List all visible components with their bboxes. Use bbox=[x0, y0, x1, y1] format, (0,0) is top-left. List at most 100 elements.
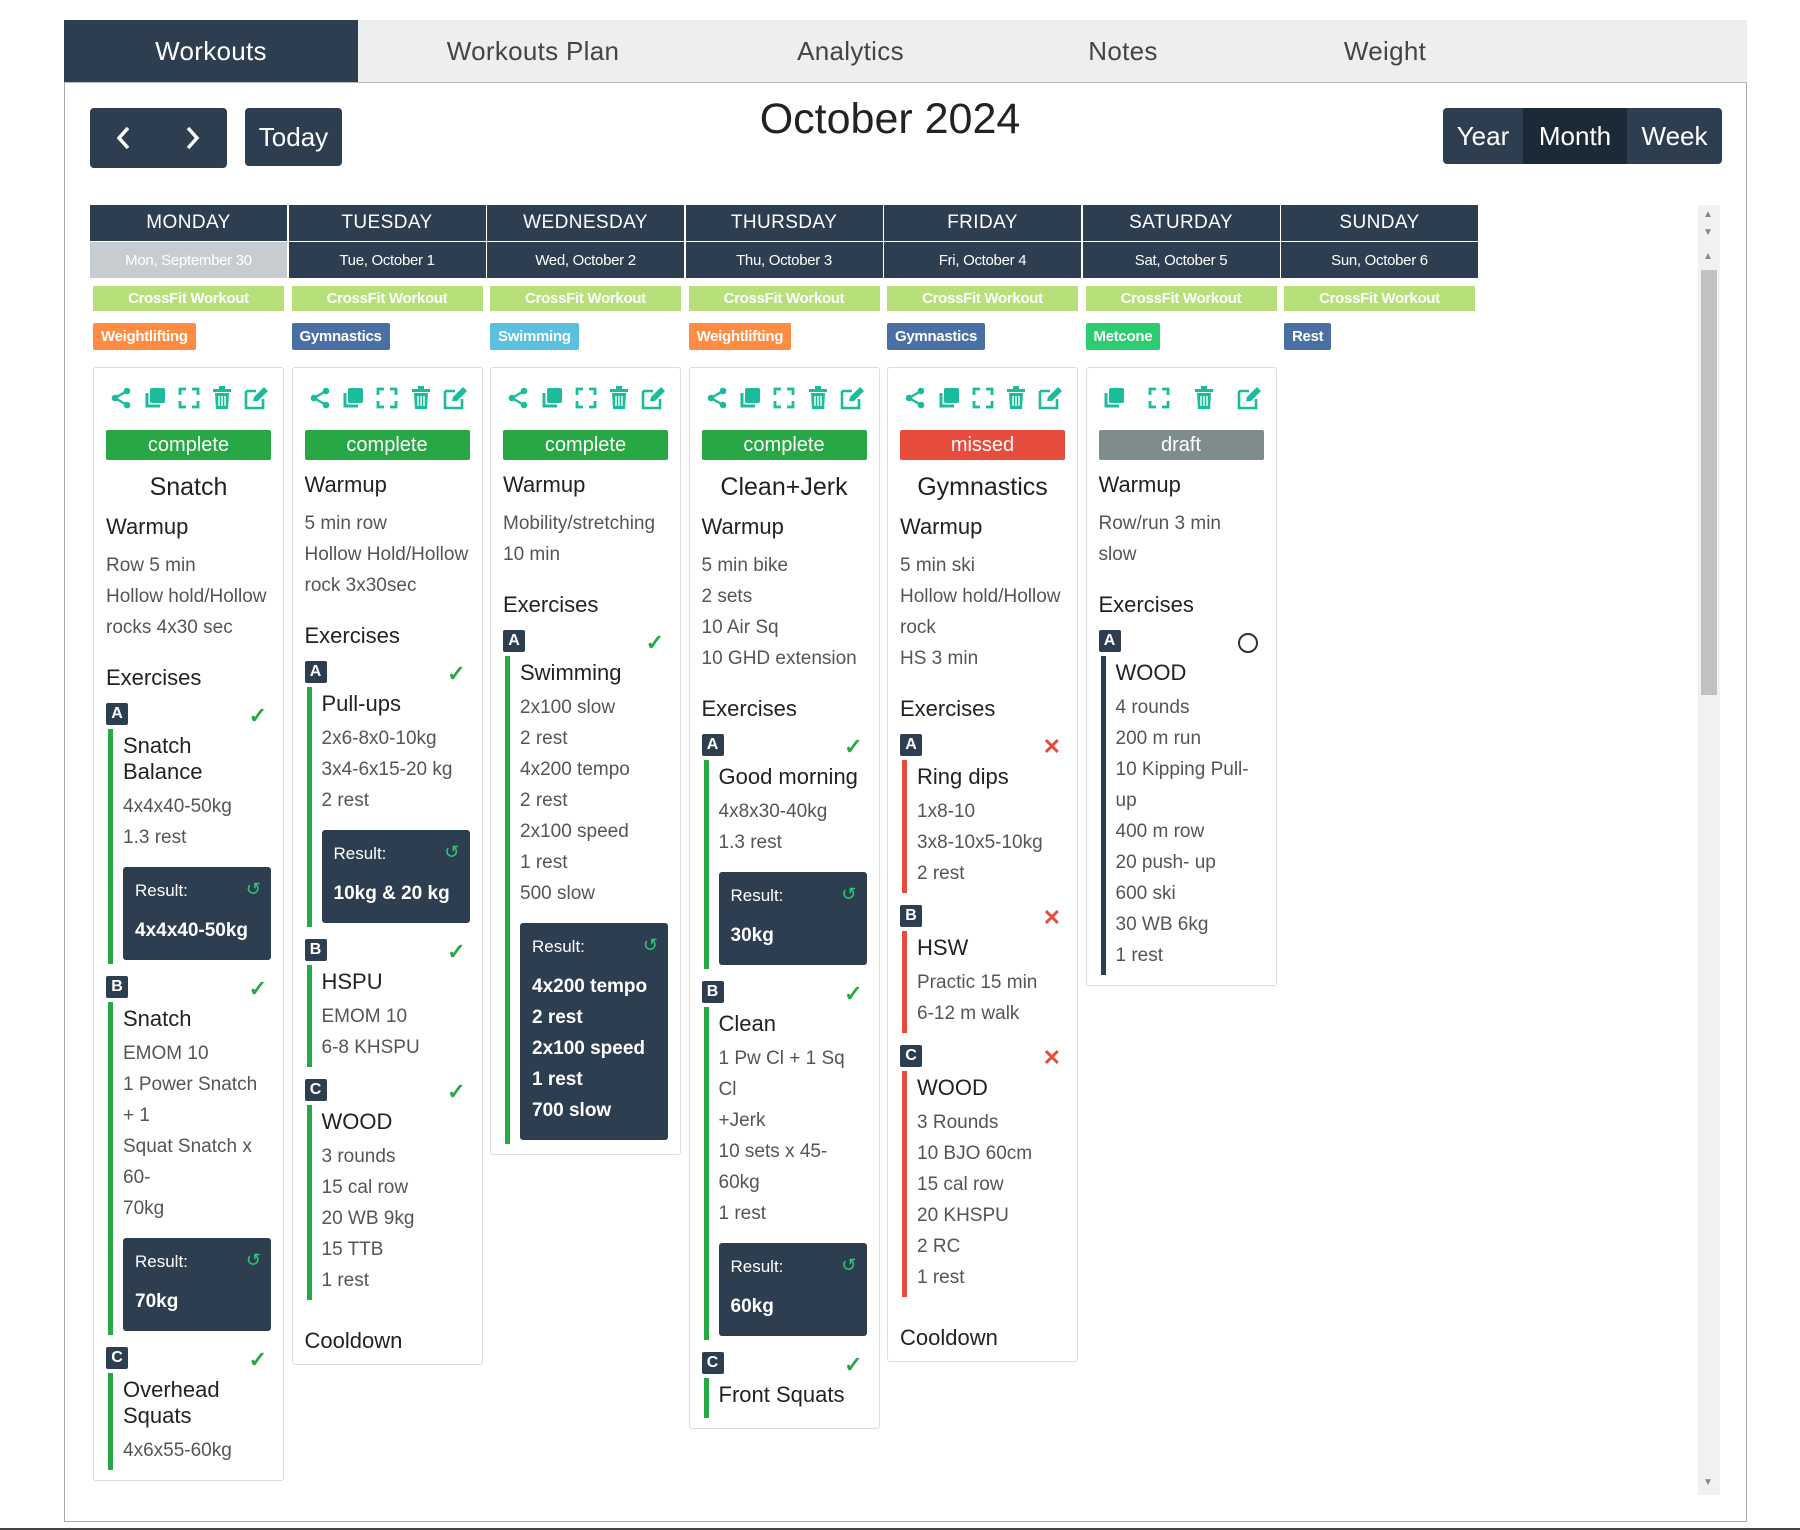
exercise-name: WOOD bbox=[1115, 660, 1187, 685]
result-box[interactable]: Result: ↺ 4x4x40-50kg bbox=[123, 867, 271, 960]
day-date[interactable]: Tue, October 1 bbox=[288, 242, 486, 278]
history-icon[interactable]: ↺ bbox=[245, 879, 261, 899]
edit-icon[interactable] bbox=[243, 385, 269, 411]
tab-workouts[interactable]: Workouts bbox=[64, 20, 358, 82]
workout-card: complete Warmup 5 min row Hollow Hold/Hollo… bbox=[291, 367, 483, 1365]
exercise-line: 4x6x55-60kg bbox=[123, 1440, 232, 1461]
share-icon[interactable] bbox=[108, 385, 134, 411]
status-badge: missed bbox=[900, 430, 1065, 460]
copy-icon[interactable] bbox=[539, 385, 565, 411]
copy-icon[interactable] bbox=[1101, 385, 1127, 411]
scroll-bottom-icon[interactable]: ▼ bbox=[1703, 1477, 1713, 1488]
workout-tag[interactable]: Weightlifting bbox=[93, 323, 196, 350]
expand-icon[interactable] bbox=[970, 385, 996, 411]
status-badge: draft bbox=[1098, 430, 1264, 460]
copy-icon[interactable] bbox=[142, 385, 168, 411]
edit-icon[interactable] bbox=[1236, 385, 1262, 411]
check-icon: ✓ bbox=[248, 1347, 267, 1372]
tab-analytics[interactable]: Analytics bbox=[797, 35, 904, 66]
workout-tag[interactable]: Weightlifting bbox=[688, 323, 792, 350]
trash-icon[interactable] bbox=[606, 385, 632, 411]
day-date[interactable]: Sun, October 6 bbox=[1281, 242, 1478, 278]
workout-tag[interactable]: Gymnastics bbox=[887, 323, 986, 350]
result-box[interactable]: Result: ↺ 4x200 tempo 2 rest 2x100 speed 1 re… bbox=[520, 923, 668, 1140]
view-week-button[interactable]: Week bbox=[1627, 108, 1722, 164]
day-date[interactable]: Mon, September 30 bbox=[90, 242, 287, 278]
crossfit-workout-label[interactable]: CrossFit Workout bbox=[1284, 286, 1475, 311]
exercise-line: 3 rounds bbox=[321, 1146, 396, 1167]
crossfit-workout-label[interactable]: CrossFit Workout bbox=[688, 286, 880, 311]
share-icon[interactable] bbox=[307, 385, 333, 411]
trash-icon[interactable] bbox=[209, 385, 235, 411]
prev-button[interactable] bbox=[90, 108, 157, 168]
today-button[interactable]: Today bbox=[245, 108, 342, 166]
copy-icon[interactable] bbox=[737, 385, 763, 411]
day-date[interactable]: Wed, October 2 bbox=[487, 242, 684, 278]
exercise-letter: A bbox=[106, 703, 128, 725]
tab-weight[interactable]: Weight bbox=[1343, 35, 1427, 66]
edit-icon[interactable] bbox=[442, 385, 468, 411]
scroll-up-icon[interactable]: ▲ bbox=[1703, 209, 1713, 220]
share-icon[interactable] bbox=[902, 385, 928, 411]
trash-icon[interactable] bbox=[1191, 385, 1217, 411]
expand-icon[interactable] bbox=[1146, 385, 1172, 411]
expand-icon[interactable] bbox=[771, 385, 797, 411]
trash-icon[interactable] bbox=[1003, 385, 1029, 411]
scroll-down-icon[interactable]: ▼ bbox=[1703, 227, 1713, 238]
day-name: TUESDAY bbox=[288, 205, 486, 241]
workout-tag[interactable]: Metcone bbox=[1085, 323, 1161, 350]
share-icon[interactable] bbox=[505, 385, 531, 411]
result-box[interactable]: Result: ↺ 60kg bbox=[718, 1243, 867, 1336]
result-line: 10kg & 20 kg bbox=[333, 883, 450, 904]
history-icon[interactable]: ↺ bbox=[841, 1255, 857, 1275]
day-name: MONDAY bbox=[90, 205, 287, 241]
crossfit-workout-label[interactable]: CrossFit Workout bbox=[887, 286, 1078, 311]
share-icon[interactable] bbox=[704, 385, 730, 411]
view-month-button[interactable]: Month bbox=[1523, 108, 1627, 164]
scroll-thumb[interactable] bbox=[1701, 270, 1717, 695]
crossfit-workout-label[interactable]: CrossFit Workout bbox=[93, 286, 284, 311]
tab-notes[interactable]: Notes bbox=[1088, 35, 1158, 66]
history-icon[interactable]: ↺ bbox=[245, 1250, 261, 1270]
crossfit-workout-label[interactable]: CrossFit Workout bbox=[1085, 286, 1277, 311]
tab-workouts-plan[interactable]: Workouts Plan bbox=[446, 35, 620, 66]
view-year-button[interactable]: Year bbox=[1443, 108, 1523, 164]
exercise-header: A ✓ bbox=[701, 734, 867, 760]
missed-icon: ✕ bbox=[1042, 905, 1061, 930]
trash-icon[interactable] bbox=[408, 385, 434, 411]
history-icon[interactable]: ↺ bbox=[444, 842, 460, 862]
copy-icon[interactable] bbox=[340, 385, 366, 411]
warmup-line: 10 min bbox=[503, 544, 561, 565]
pending-icon[interactable] bbox=[1237, 633, 1258, 653]
history-icon[interactable]: ↺ bbox=[642, 935, 658, 955]
check-icon: ✓ bbox=[248, 703, 267, 728]
expand-icon[interactable] bbox=[176, 385, 202, 411]
copy-icon[interactable] bbox=[936, 385, 962, 411]
workout-tag[interactable]: Rest bbox=[1284, 323, 1332, 350]
edit-icon[interactable] bbox=[839, 385, 865, 411]
edit-icon[interactable] bbox=[640, 385, 666, 411]
exercise-line: 70kg bbox=[123, 1198, 165, 1219]
expand-icon[interactable] bbox=[374, 385, 400, 411]
result-box[interactable]: Result: ↺ 70kg bbox=[123, 1238, 271, 1331]
result-box[interactable]: Result: ↺ 10kg & 20 kg bbox=[321, 830, 470, 923]
calendar-scrollbar[interactable]: ▲ ▼ ▲ ▼ bbox=[1698, 205, 1720, 1495]
crossfit-workout-label[interactable]: CrossFit Workout bbox=[490, 286, 681, 311]
expand-icon[interactable] bbox=[573, 385, 599, 411]
warmup-line: 5 min ski bbox=[900, 555, 975, 576]
next-button[interactable] bbox=[157, 108, 227, 168]
exercise-body: HSPU EMOM 10 6-8 KHSPU bbox=[306, 965, 470, 1067]
history-icon[interactable]: ↺ bbox=[841, 884, 857, 904]
day-date[interactable]: Sat, October 5 bbox=[1082, 242, 1280, 278]
edit-icon[interactable] bbox=[1037, 385, 1063, 411]
day-date[interactable]: Fri, October 4 bbox=[884, 242, 1081, 278]
workout-tag[interactable]: Swimming bbox=[490, 323, 579, 350]
day-date[interactable]: Thu, October 3 bbox=[685, 242, 883, 278]
day-name: WEDNESDAY bbox=[487, 205, 684, 241]
workout-tag[interactable]: Gymnastics bbox=[291, 323, 390, 350]
crossfit-workout-label[interactable]: CrossFit Workout bbox=[291, 286, 483, 311]
result-box[interactable]: Result: ↺ 30kg bbox=[718, 872, 867, 965]
warmup-text: Mobility/stretching 10 min bbox=[503, 508, 668, 570]
trash-icon[interactable] bbox=[805, 385, 831, 411]
scroll-up-small-icon[interactable]: ▲ bbox=[1703, 251, 1713, 262]
